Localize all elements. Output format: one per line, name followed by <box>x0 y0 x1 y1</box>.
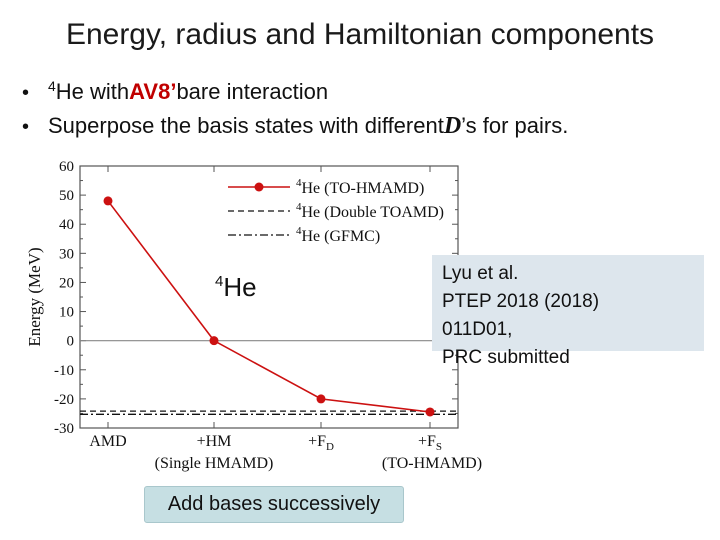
y-tick-label: 20 <box>59 275 74 291</box>
reference-box <box>432 255 704 351</box>
bullet-list: • 4 He with AV8’ bare interaction • Supe… <box>22 76 712 143</box>
y-tick-label: 40 <box>59 217 74 233</box>
legend-marker <box>254 182 264 192</box>
legend-label: 4He (GFMC) <box>296 225 380 245</box>
x-tick-label: +FD <box>308 433 334 453</box>
x-tick-label: +FS <box>418 433 442 453</box>
bullet-1-pre: He with <box>55 79 130 104</box>
bullet-dot: • <box>22 116 30 138</box>
data-point <box>209 336 219 346</box>
bullet-2: • Superpose the basis states with differ… <box>22 110 712 143</box>
y-tick-label: 30 <box>59 246 74 262</box>
y-tick-label: -10 <box>54 363 74 379</box>
y-tick-label: 50 <box>59 188 74 204</box>
legend-label: 4He (TO-HMAMD) <box>296 177 424 197</box>
x-tick-label: AMD <box>89 433 126 450</box>
data-point <box>316 394 326 404</box>
bullet-2-pre: Superpose the basis states with differen… <box>48 113 444 138</box>
slide-title: Energy, radius and Hamiltonian component… <box>65 18 655 51</box>
y-tick-label: 60 <box>59 159 74 175</box>
legend-label: 4He (Double TOAMD) <box>296 201 444 221</box>
y-tick-label: -20 <box>54 392 74 408</box>
data-point <box>425 407 435 417</box>
y-tick-label: -30 <box>54 421 74 437</box>
isotope-superscript: 4 <box>48 78 56 94</box>
y-tick-label: 0 <box>67 334 75 350</box>
data-point <box>103 196 113 206</box>
interaction-name: AV8’ <box>129 79 177 104</box>
add-bases-label: Add bases successively <box>144 486 404 523</box>
y-tick-label: 10 <box>59 305 74 321</box>
series-line <box>107 200 431 413</box>
bullet-2-post: ’s for pairs. <box>461 113 569 138</box>
x-group-label: (Single HMAMD) <box>155 455 274 472</box>
bullet-1: • 4 He with AV8’ bare interaction <box>22 76 712 110</box>
reference-line-4: PRC submitted <box>442 347 570 368</box>
x-group-label: (TO-HMAMD) <box>382 455 482 472</box>
bullet-1-post: bare interaction <box>176 79 329 104</box>
bullet-dot: • <box>22 82 30 104</box>
inset-label: 4He <box>215 272 257 302</box>
reference-line-3: 011D01, <box>442 319 513 340</box>
y-axis-label: Energy (MeV) <box>25 247 44 346</box>
x-tick-label: +HM <box>197 433 232 450</box>
d-symbol: D <box>443 113 462 139</box>
reference-line-2: PTEP 2018 (2018) <box>442 291 600 312</box>
reference-line-1: Lyu et al. <box>442 263 519 284</box>
